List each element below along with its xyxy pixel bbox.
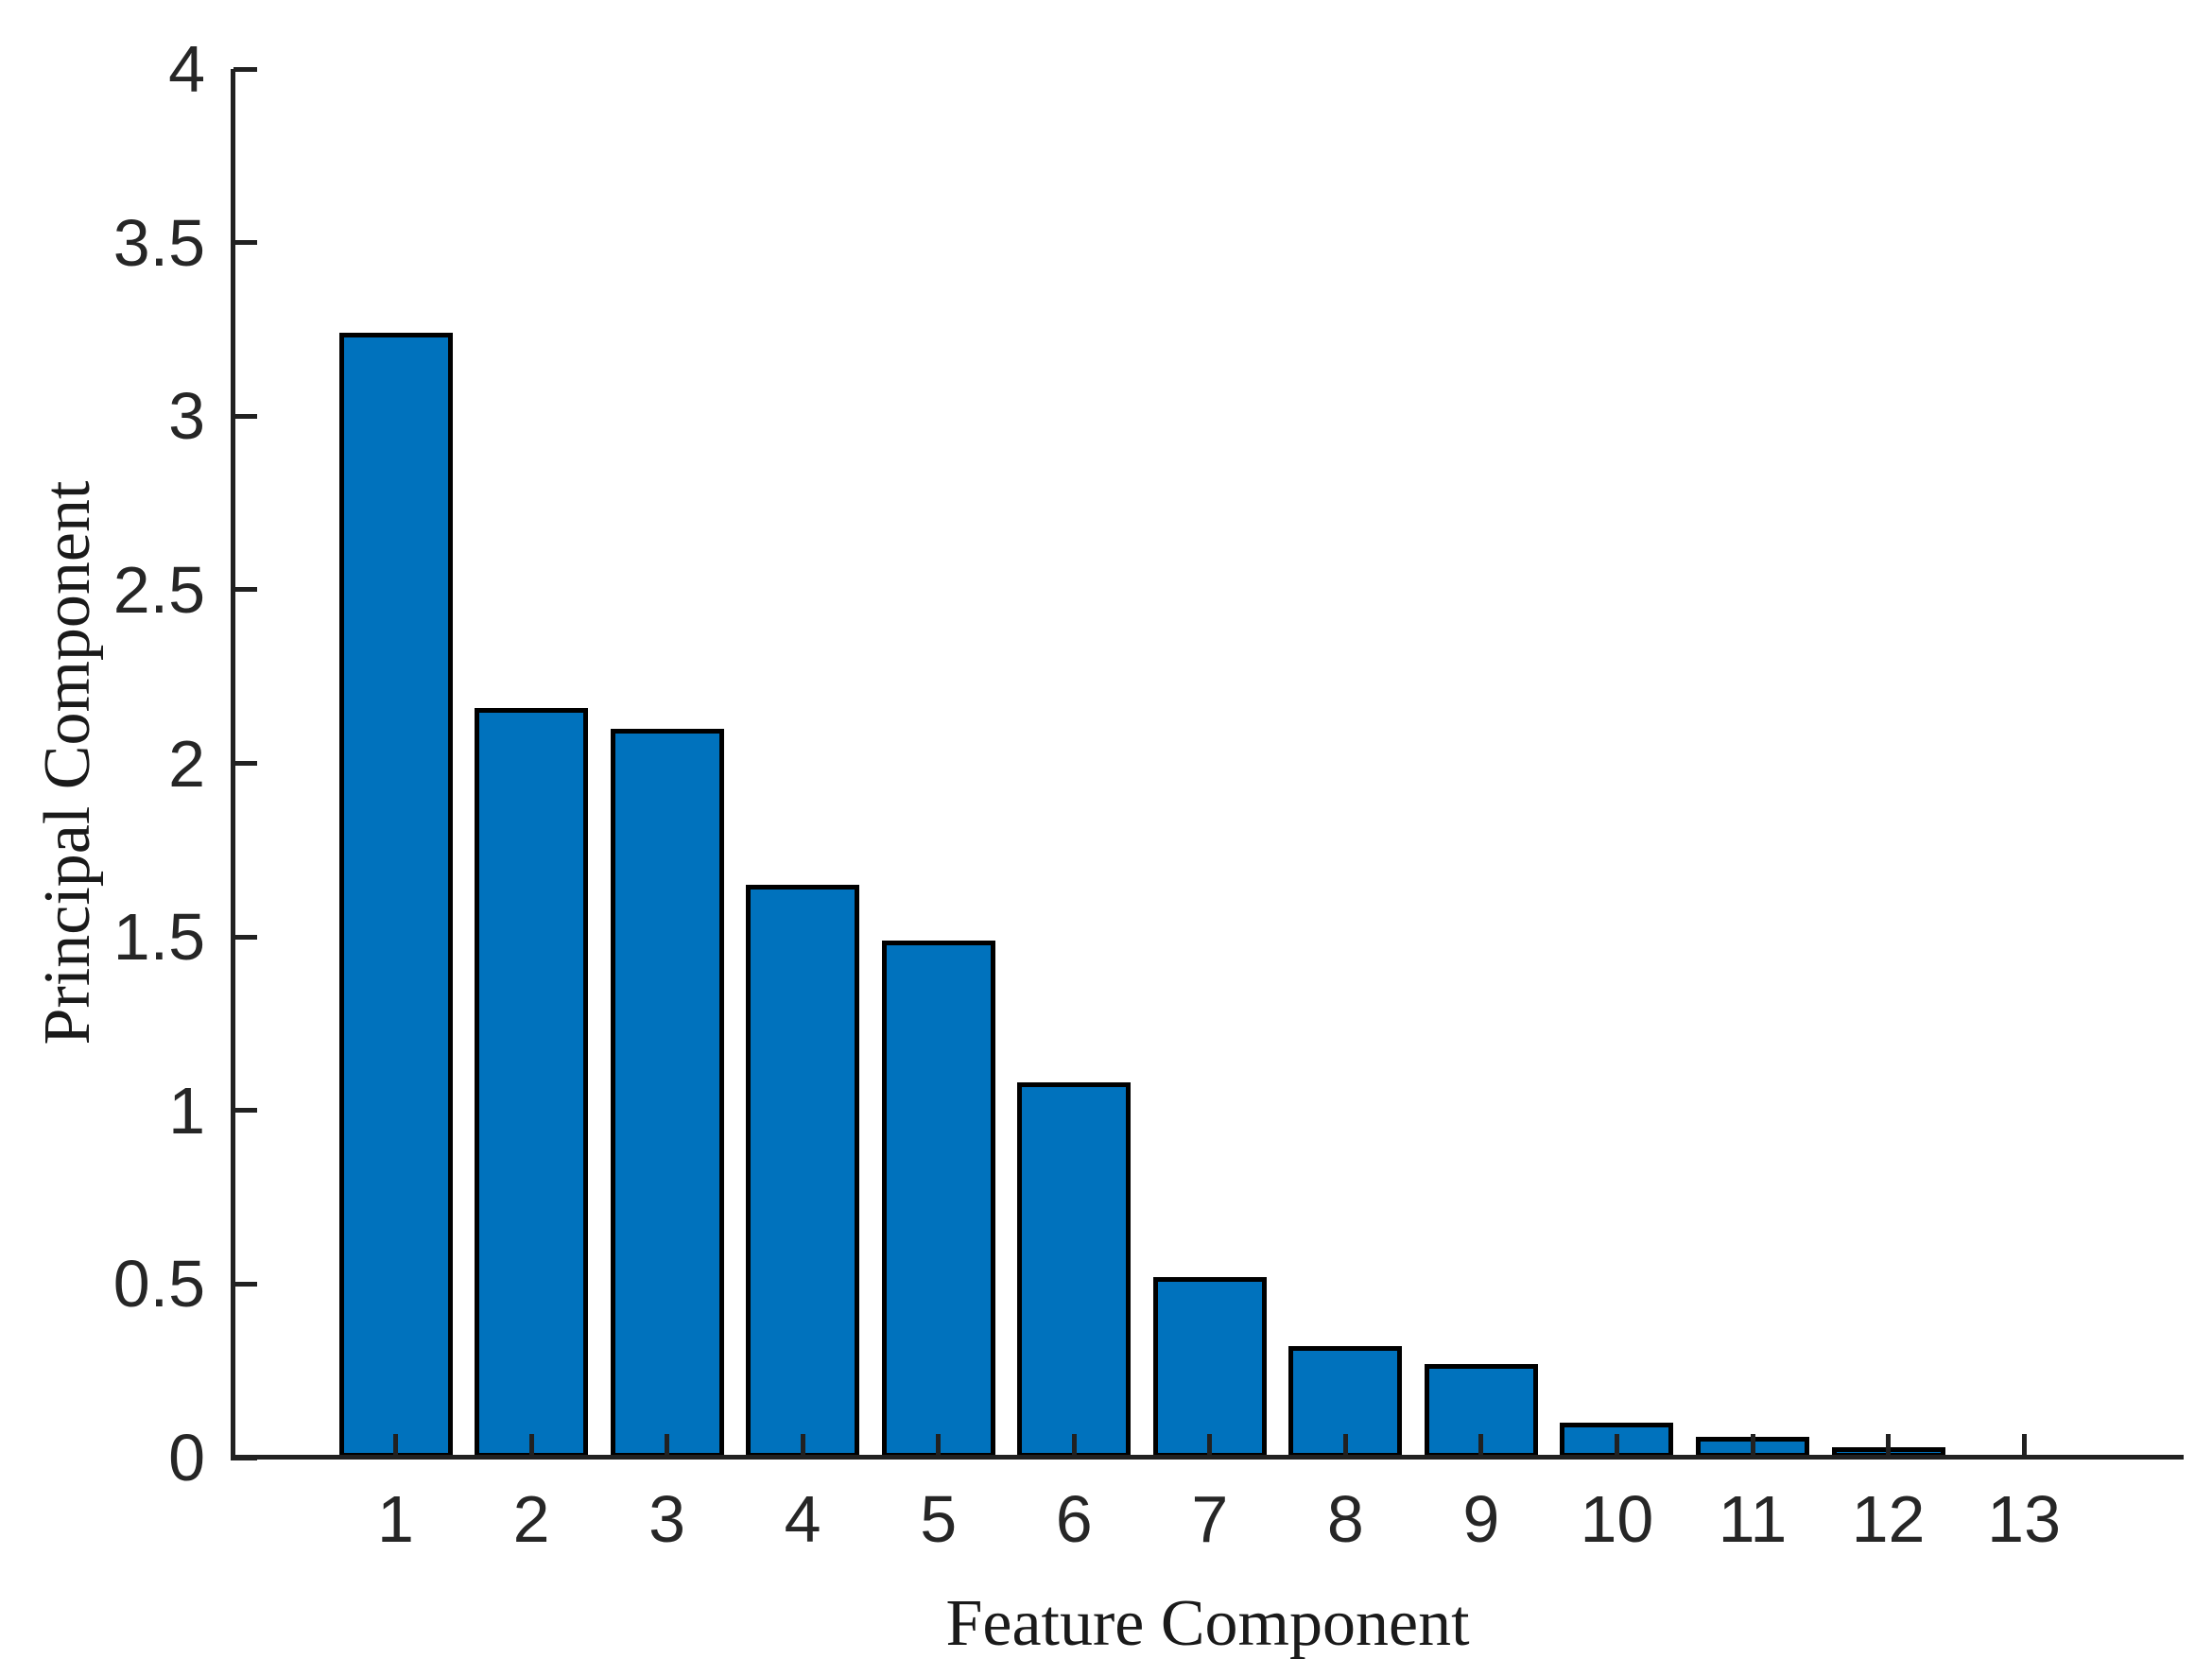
x-tick-label: 4 [784, 1482, 821, 1556]
y-tick-mark [233, 1281, 257, 1287]
x-tick-label: 7 [1191, 1482, 1229, 1556]
y-axis-label: Principal Component [31, 480, 104, 1045]
bar [338, 333, 453, 1458]
y-tick-mark [233, 761, 257, 766]
x-tick-mark [528, 1434, 534, 1458]
x-tick-label: 11 [1718, 1482, 1788, 1556]
x-tick-mark [1886, 1434, 1892, 1458]
y-tick-mark [233, 240, 257, 246]
y-axis-line [231, 69, 235, 1460]
y-tick-label: 4 [168, 32, 205, 106]
y-tick-mark [233, 66, 257, 72]
x-tick-label: 12 [1851, 1482, 1926, 1556]
x-tick-mark [1207, 1434, 1213, 1458]
x-tick-mark [2021, 1434, 2027, 1458]
y-tick-label: 1.5 [112, 900, 205, 975]
y-tick-mark [233, 934, 257, 940]
y-tick-mark [233, 587, 257, 593]
bar [881, 940, 995, 1458]
x-tick-mark [1750, 1434, 1755, 1458]
x-tick-label: 1 [377, 1482, 414, 1556]
y-tick-label: 3 [168, 379, 205, 454]
y-tick-mark [233, 413, 257, 419]
x-axis-label: Feature Component [945, 1587, 1470, 1660]
bar [1152, 1277, 1267, 1458]
y-tick-label: 2.5 [112, 552, 205, 627]
x-tick-mark [1614, 1434, 1619, 1458]
y-tick-label: 2 [168, 726, 205, 801]
bar [1017, 1082, 1132, 1458]
x-tick-label: 2 [512, 1482, 550, 1556]
x-tick-label: 9 [1462, 1482, 1500, 1556]
x-tick-mark [936, 1434, 942, 1458]
y-tick-label: 3.5 [112, 205, 205, 280]
x-tick-mark [1342, 1434, 1348, 1458]
bar [610, 728, 724, 1458]
x-tick-label: 13 [1987, 1482, 2062, 1556]
x-tick-label: 5 [920, 1482, 958, 1556]
bar [475, 707, 589, 1458]
x-axis-line [231, 1455, 2184, 1460]
x-tick-mark [800, 1434, 805, 1458]
y-tick-mark [233, 1108, 257, 1114]
y-tick-label: 0.5 [112, 1247, 205, 1322]
y-tick-label: 1 [168, 1073, 205, 1148]
x-tick-mark [393, 1434, 398, 1458]
x-tick-label: 8 [1326, 1482, 1364, 1556]
x-tick-mark [1478, 1434, 1484, 1458]
x-tick-label: 6 [1055, 1482, 1093, 1556]
y-tick-label: 0 [168, 1421, 205, 1495]
x-tick-mark [1071, 1434, 1077, 1458]
x-tick-label: 10 [1580, 1482, 1654, 1556]
x-tick-label: 3 [648, 1482, 686, 1556]
x-tick-mark [665, 1434, 670, 1458]
plot-area [233, 66, 2182, 1460]
bar [746, 885, 860, 1458]
